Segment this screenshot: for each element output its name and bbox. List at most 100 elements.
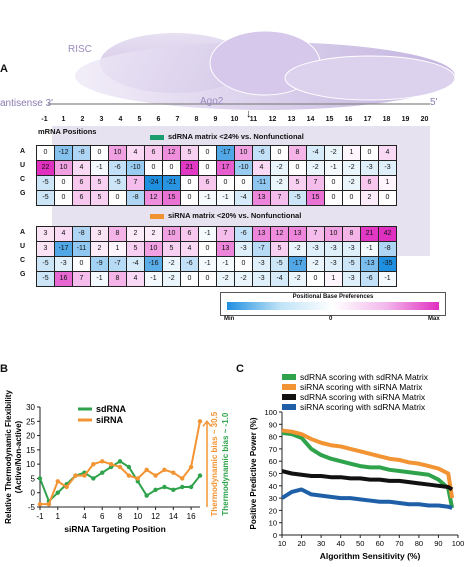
matrix-cell: -7 bbox=[108, 256, 127, 272]
series-point-sirna bbox=[188, 464, 194, 470]
matrix-cell: 0 bbox=[72, 256, 91, 272]
x-tick-label: 6 bbox=[100, 512, 105, 521]
matrix-cell: 0 bbox=[342, 190, 361, 206]
matrix-cell: -1 bbox=[198, 190, 217, 206]
matrix1-legend: sdRNA matrix <24% vs. Nonfunctional bbox=[150, 132, 304, 141]
y-tick-label: 25 bbox=[26, 417, 35, 426]
series-line bbox=[281, 428, 455, 499]
matrix1-row-c: C bbox=[20, 176, 26, 183]
matrix-cell: 6 bbox=[180, 226, 199, 242]
matrix-cell: 2 bbox=[126, 226, 145, 242]
matrix-cell: -3 bbox=[342, 241, 361, 257]
matrix-cell: 10 bbox=[234, 145, 253, 161]
matrix-cell: -1 bbox=[216, 256, 235, 272]
matrix-cell: 13 bbox=[252, 226, 271, 242]
matrix-cell: 8 bbox=[342, 226, 361, 242]
matrix-cell: 0 bbox=[324, 175, 343, 191]
series-point-sdrna bbox=[126, 464, 132, 470]
matrix-cell: 1 bbox=[324, 271, 343, 287]
matrix-cell: 0 bbox=[198, 241, 217, 257]
panel-b-label: B bbox=[0, 363, 8, 375]
matrix-cell: 21 bbox=[180, 160, 199, 176]
cleavage-arrow-icon: ↓ bbox=[246, 108, 252, 120]
y-tick-label: 30 bbox=[269, 494, 277, 503]
scale-max: Max bbox=[428, 316, 440, 322]
series-point-sdrna bbox=[162, 484, 167, 490]
series-point-sdrna bbox=[55, 490, 60, 495]
panel-a-label: A bbox=[0, 63, 8, 75]
mrna-positions-label: mRNA Positions bbox=[38, 127, 97, 136]
matrix-cell: -11 bbox=[252, 175, 271, 191]
matrix-cell: 4 bbox=[126, 145, 145, 161]
matrix-cell: -1 bbox=[378, 271, 397, 287]
matrix-cell: 0 bbox=[324, 190, 343, 206]
matrix-cell: 0 bbox=[180, 190, 199, 206]
matrix-cell: 10 bbox=[144, 241, 163, 257]
matrix-row: 22 10 4 -1 -6 -10 0 0 21 0 17 -10 4 -2 0 -2 -1 -2 -3 -3 bbox=[36, 160, 397, 176]
position-number: 7 bbox=[175, 116, 180, 123]
y-tick-label: 20 bbox=[269, 506, 277, 515]
matrix-cell: 7 bbox=[306, 175, 325, 191]
matrix-cell: 6 bbox=[198, 175, 217, 191]
matrix-cell: 16 bbox=[54, 271, 73, 287]
series-point-sdrna bbox=[180, 484, 185, 490]
series-point-sirna bbox=[135, 476, 140, 481]
matrix-cell: 6 bbox=[72, 175, 91, 191]
series-point-sirna bbox=[91, 461, 96, 467]
legend-label: siRNA scoring with siRNA Matrix bbox=[300, 382, 423, 392]
matrix-cell: -12 bbox=[54, 145, 73, 161]
position-number: -1 bbox=[41, 116, 48, 123]
bias-label-sirna: Thermodynamic bias ~ 30.5 bbox=[210, 411, 219, 516]
matrix-cell: -17 bbox=[288, 256, 307, 272]
bias-arrow-head-icon bbox=[202, 420, 212, 427]
matrix2-row-c: C bbox=[20, 257, 26, 264]
series-point-sdrna bbox=[171, 487, 176, 493]
position-number: 10 bbox=[230, 116, 239, 123]
y-tick-label: 40 bbox=[269, 482, 277, 491]
matrix-cell: -17 bbox=[54, 241, 73, 257]
matrix-cell: -3 bbox=[252, 256, 271, 272]
matrix-cell: -9 bbox=[90, 256, 109, 272]
matrix-cell: -2 bbox=[216, 271, 235, 287]
matrix-cell: 4 bbox=[252, 160, 271, 176]
matrix2-legend-swatch bbox=[150, 213, 164, 219]
position-number: 18 bbox=[382, 116, 391, 123]
x-tick-label: 60 bbox=[376, 539, 384, 548]
matrix-cell: 0 bbox=[180, 271, 199, 287]
x-tick-label: 1 bbox=[56, 512, 61, 521]
position-number: 16 bbox=[344, 116, 353, 123]
y-tick-label: 10 bbox=[269, 519, 277, 528]
x-tick-label: 8 bbox=[118, 512, 123, 521]
matrix-cell: 0 bbox=[360, 145, 379, 161]
legend-label: sdRNA scoring with siRNA Matrix bbox=[300, 392, 426, 402]
series-line bbox=[281, 430, 455, 509]
matrix1-legend-swatch bbox=[150, 134, 164, 140]
matrix-row: 3 -17 -11 2 1 5 10 5 4 0 13 -3 -7 5 -2 -3 -3 -3 -1 -8 bbox=[36, 241, 397, 257]
matrix-cell: 5 bbox=[288, 175, 307, 191]
matrix-cell: 13 bbox=[288, 226, 307, 242]
y-tick-label: 5 bbox=[31, 474, 36, 483]
matrix2-legend: siRNA matrix <20% vs. Nonfunctional bbox=[150, 211, 301, 220]
matrix-cell: 10 bbox=[162, 226, 181, 242]
matrix-cell: 6 bbox=[360, 175, 379, 191]
y-tick-label: 60 bbox=[269, 457, 277, 466]
series-point-sdrna bbox=[117, 459, 123, 464]
matrix-cell: -1 bbox=[90, 271, 109, 287]
y-tick-label: -5 bbox=[28, 503, 36, 512]
matrix-cell: -1 bbox=[216, 190, 235, 206]
matrix-cell: -1 bbox=[198, 256, 217, 272]
position-number: 9 bbox=[213, 116, 218, 123]
y-tick-label: 0 bbox=[31, 489, 36, 498]
series-point-sdrna bbox=[153, 487, 158, 493]
position-number: 11 bbox=[249, 116, 258, 123]
legend-swatch bbox=[282, 404, 296, 410]
x-tick-label: 100 bbox=[452, 539, 465, 548]
matrix-cell: -1 bbox=[90, 160, 109, 176]
matrix-cell: 10 bbox=[108, 145, 127, 161]
matrix1-row-g: G bbox=[20, 190, 26, 197]
y-tick-label: 0 bbox=[273, 531, 277, 540]
y-tick-label: 80 bbox=[269, 433, 277, 442]
x-tick-label: 14 bbox=[169, 512, 178, 521]
position-number: 3 bbox=[99, 116, 104, 123]
matrix-cell: 7 bbox=[72, 271, 91, 287]
